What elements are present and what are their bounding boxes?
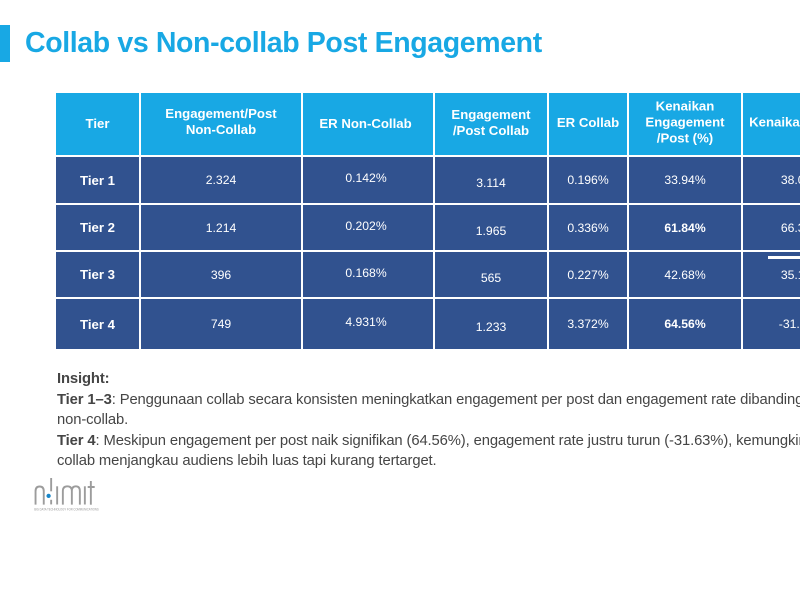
- svg-text:BIG DATA TECHNOLOGY FOR COMMUN: BIG DATA TECHNOLOGY FOR COMMUNICATIONS: [34, 507, 99, 512]
